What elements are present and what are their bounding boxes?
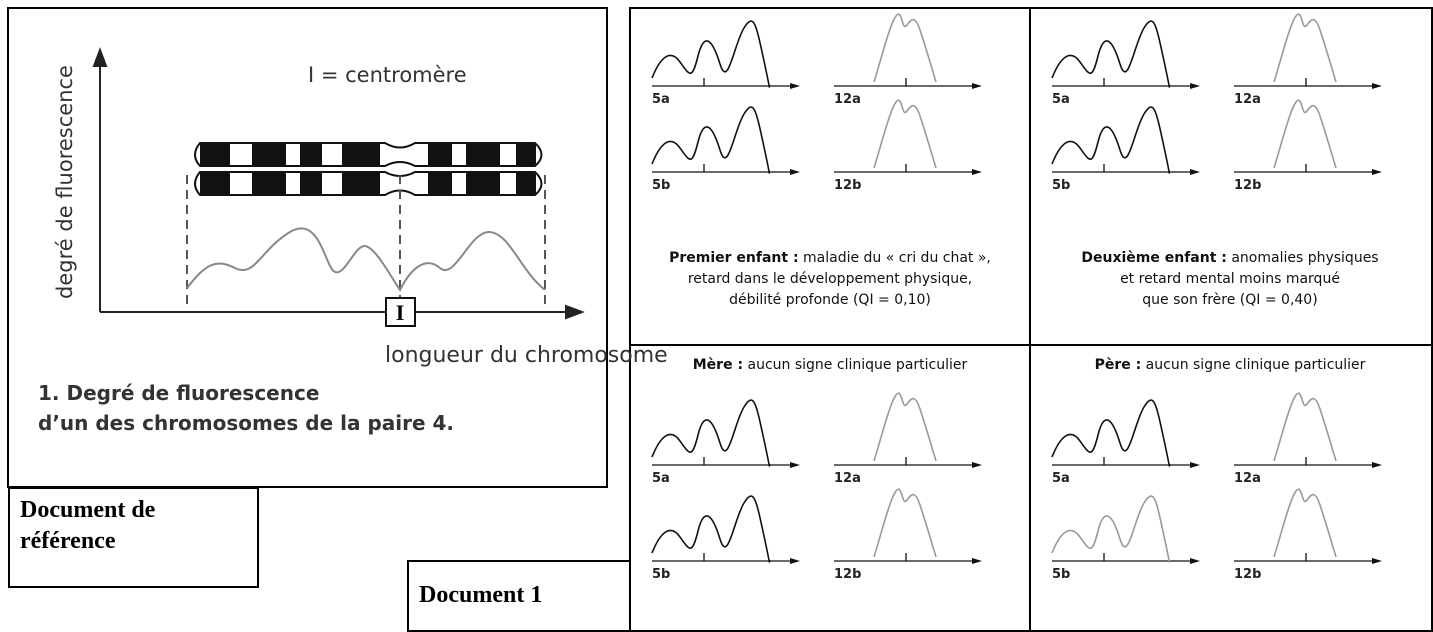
description: aucun signe clinique particulier xyxy=(748,357,968,373)
arrow xyxy=(790,83,800,89)
caption-line: Mère : aucun signe clinique particulier xyxy=(630,355,1030,376)
profile-curve xyxy=(1052,496,1170,562)
arrow xyxy=(1190,462,1200,468)
arrow xyxy=(790,462,800,468)
description: maladie du « cri du chat », xyxy=(803,250,991,266)
profile-curve xyxy=(874,100,936,168)
heading: Mère : xyxy=(693,357,743,373)
caption-line: retard dans le développement physique, xyxy=(630,269,1030,290)
graph-label: 12a xyxy=(1234,471,1261,486)
profile-curve xyxy=(1274,489,1336,557)
arrow xyxy=(790,169,800,175)
profile-curve xyxy=(1052,400,1170,466)
description: débilité profonde (QI = 0,10) xyxy=(729,292,931,308)
graph-label: 5a xyxy=(1052,471,1070,486)
arrow xyxy=(1372,83,1382,89)
arrow xyxy=(972,558,982,564)
caption-line: et retard mental moins marqué xyxy=(1030,269,1430,290)
graph-label: 5a xyxy=(1052,92,1070,107)
graph-label: 5a xyxy=(652,92,670,107)
reference-label: Document de référence xyxy=(8,487,259,588)
description: retard dans le développement physique, xyxy=(688,271,972,287)
arrow xyxy=(790,558,800,564)
profile-curve xyxy=(1052,107,1170,173)
description: aucun signe clinique particulier xyxy=(1146,357,1366,373)
caption: 1. Degré de fluorescence xyxy=(38,381,319,405)
profile-curve xyxy=(874,14,936,82)
graph-label: 12b xyxy=(834,567,861,582)
panel-caption: Mère : aucun signe clinique particulier xyxy=(630,355,1030,376)
x-axis-label: longueur du chromosome xyxy=(385,343,668,368)
centromere-mark: I xyxy=(396,300,405,325)
graph-label: 12b xyxy=(834,178,861,193)
graph-label: 5b xyxy=(652,178,670,193)
label-line: référence xyxy=(20,528,115,554)
graph-label: 5b xyxy=(1052,178,1070,193)
arrow xyxy=(1190,558,1200,564)
graph-label: 5b xyxy=(1052,567,1070,582)
panel-caption: Deuxième enfant : anomalies physiques et … xyxy=(1030,248,1430,311)
arrow xyxy=(1372,558,1382,564)
graph-label: 12a xyxy=(1234,92,1261,107)
profile-curve xyxy=(652,21,770,87)
description: et retard mental moins marqué xyxy=(1120,271,1340,287)
caption-line: débilité profonde (QI = 0,10) xyxy=(630,290,1030,311)
profile-curve xyxy=(1274,393,1336,461)
description: que son frère (QI = 0,40) xyxy=(1142,292,1317,308)
caption-line: Premier enfant : maladie du « cri du cha… xyxy=(630,248,1030,269)
profile-curve xyxy=(652,496,770,562)
profile-curve xyxy=(1274,100,1336,168)
profile-curve xyxy=(652,400,770,466)
caption: d’un des chromosomes de la paire 4. xyxy=(38,411,454,435)
panel-caption: Père : aucun signe clinique particulier xyxy=(1030,355,1430,376)
legend: I = centromère xyxy=(308,63,467,87)
label-line: Document de xyxy=(20,497,155,523)
fluorescence-curve xyxy=(187,228,545,290)
arrow xyxy=(972,169,982,175)
arrow xyxy=(972,462,982,468)
heading: Deuxième enfant : xyxy=(1081,250,1227,266)
arrow xyxy=(1372,169,1382,175)
profile-curve xyxy=(874,393,936,461)
graph-label: 12a xyxy=(834,471,861,486)
description: anomalies physiques xyxy=(1231,250,1378,266)
arrow xyxy=(972,83,982,89)
profile-curve xyxy=(1052,21,1170,87)
profile-curve xyxy=(874,489,936,557)
profile-curve xyxy=(1274,14,1336,82)
graph-label: 5a xyxy=(652,471,670,486)
graph-label: 5b xyxy=(652,567,670,582)
page: I degré de fluorescence I = centromère l… xyxy=(0,0,1433,632)
caption-line: Deuxième enfant : anomalies physiques xyxy=(1030,248,1430,269)
arrow xyxy=(1190,169,1200,175)
caption-line: Père : aucun signe clinique particulier xyxy=(1030,355,1430,376)
profile-curve xyxy=(652,107,770,173)
y-axis-label: degré de fluorescence xyxy=(53,65,77,299)
heading: Premier enfant : xyxy=(669,250,798,266)
arrow xyxy=(1190,83,1200,89)
caption-line: que son frère (QI = 0,40) xyxy=(1030,290,1430,311)
document-label: Document 1 xyxy=(407,560,631,632)
graph-label: 12b xyxy=(1234,178,1261,193)
graph-label: 12a xyxy=(834,92,861,107)
heading: Père : xyxy=(1095,357,1142,373)
panel-caption: Premier enfant : maladie du « cri du cha… xyxy=(630,248,1030,311)
arrow xyxy=(1372,462,1382,468)
graph-label: 12b xyxy=(1234,567,1261,582)
